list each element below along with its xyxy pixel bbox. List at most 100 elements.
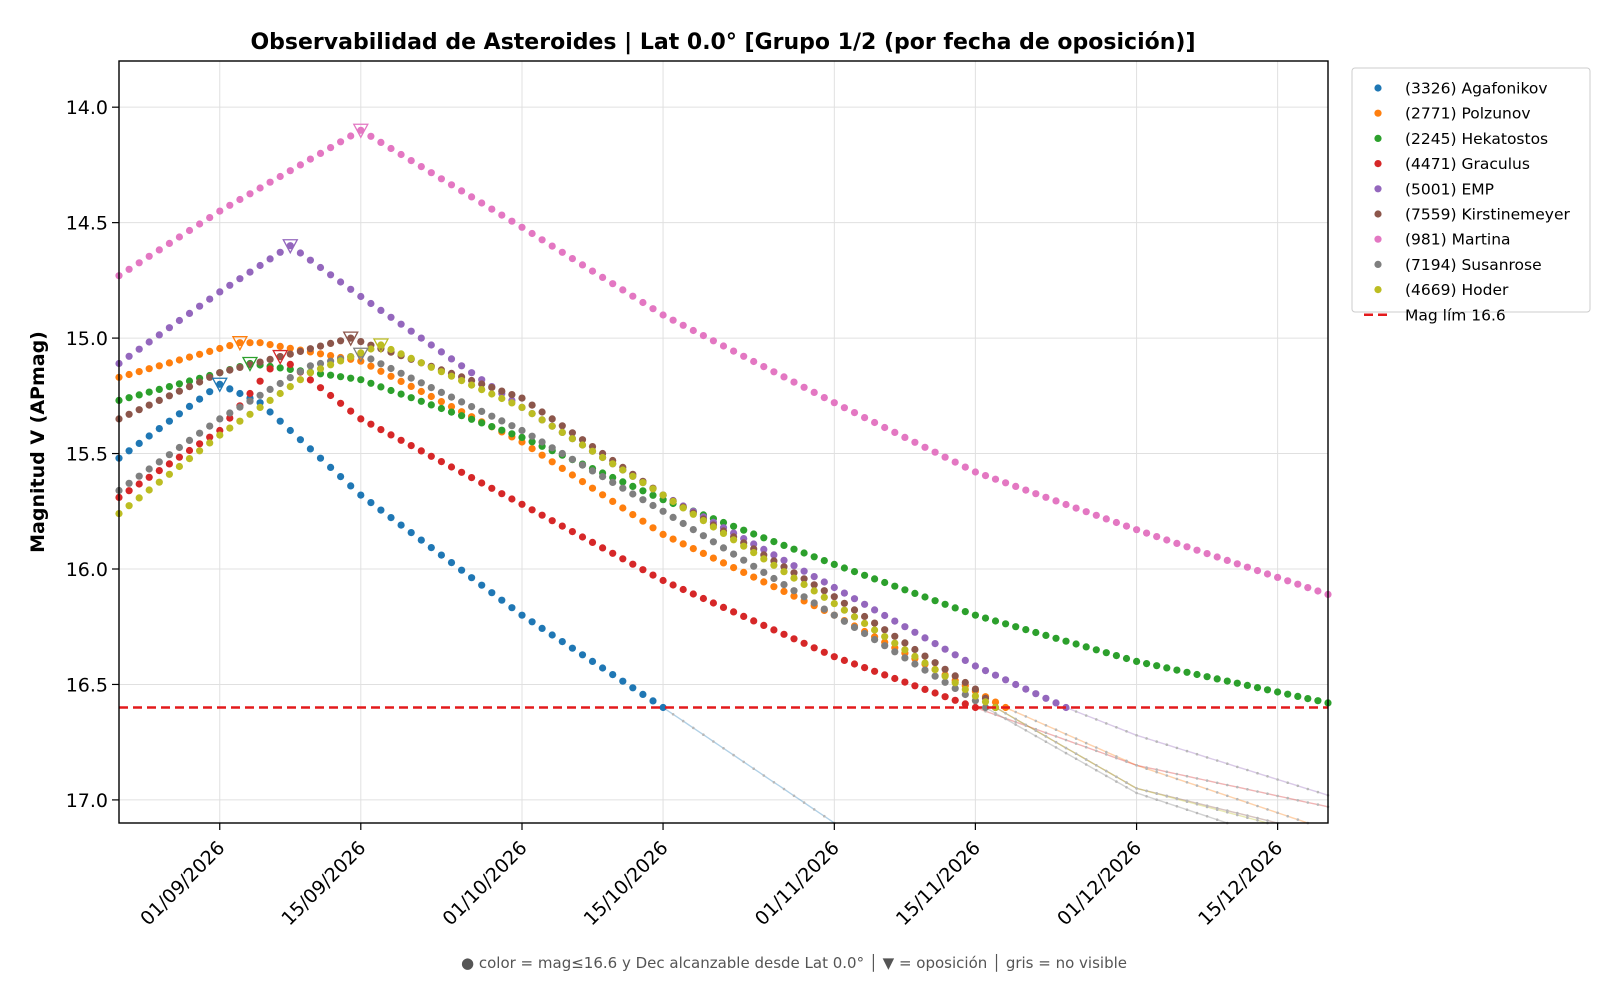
series-point xyxy=(568,435,577,443)
series-point xyxy=(518,394,526,402)
series-point xyxy=(447,463,456,471)
series-point xyxy=(1042,694,1050,702)
series-point xyxy=(548,631,556,639)
grey-point xyxy=(1004,717,1007,721)
series-point xyxy=(437,458,445,466)
series-point xyxy=(558,428,566,436)
series-point xyxy=(458,468,466,476)
legend-marker xyxy=(1374,286,1382,294)
series-point xyxy=(619,677,627,685)
series-point xyxy=(246,339,254,347)
opposition-marker xyxy=(342,331,359,347)
series-point xyxy=(568,429,577,437)
series-point xyxy=(377,341,385,349)
series-point xyxy=(145,473,153,481)
series-point xyxy=(1102,515,1110,523)
series-point xyxy=(387,364,395,373)
series-point xyxy=(961,700,969,708)
series-point xyxy=(236,195,244,204)
legend-label: (7194) Susanrose xyxy=(1405,256,1542,274)
series-point xyxy=(891,617,899,625)
grey-point xyxy=(1316,803,1320,806)
grey-point xyxy=(1266,775,1269,778)
legend-marker xyxy=(1374,160,1382,168)
series-point xyxy=(649,485,657,493)
series-point xyxy=(1294,692,1302,701)
opposition-marker xyxy=(272,349,289,365)
series-point xyxy=(1274,688,1282,696)
series-point xyxy=(296,368,304,376)
series-point xyxy=(790,635,798,643)
series-point xyxy=(357,491,365,499)
series-point xyxy=(679,504,687,512)
series-point xyxy=(578,478,587,486)
series-point xyxy=(669,497,677,506)
series-point xyxy=(327,339,335,347)
series-point xyxy=(730,550,738,558)
series-point xyxy=(387,144,395,153)
series-point xyxy=(810,587,818,595)
series-point xyxy=(327,352,335,360)
series-point xyxy=(659,703,667,712)
series-point xyxy=(1092,511,1100,519)
series-point xyxy=(266,178,274,186)
series-point xyxy=(296,436,304,444)
series-point xyxy=(357,292,365,301)
grey-point xyxy=(1175,797,1179,801)
series-point xyxy=(276,417,284,425)
series-point xyxy=(196,429,204,437)
series-point xyxy=(750,530,758,538)
series-point xyxy=(629,482,637,490)
series-point xyxy=(246,410,254,418)
series-point xyxy=(196,447,204,455)
series-point xyxy=(861,414,869,422)
series-point xyxy=(185,383,194,391)
grey-point xyxy=(1236,785,1239,789)
series-point xyxy=(125,394,133,402)
series-point xyxy=(931,640,939,648)
series-point xyxy=(417,387,425,396)
series-point xyxy=(1022,486,1030,494)
series-point xyxy=(125,370,133,379)
series-point xyxy=(1173,539,1181,548)
series-point xyxy=(175,410,183,418)
series-point xyxy=(236,275,244,283)
series-point xyxy=(135,259,143,267)
series-point xyxy=(347,285,355,293)
grey-point xyxy=(1185,781,1189,784)
series-point xyxy=(840,656,849,665)
series-point xyxy=(508,217,516,225)
series-point xyxy=(629,560,637,568)
series-point xyxy=(639,496,647,504)
series-point xyxy=(931,448,939,456)
series-point xyxy=(931,666,939,674)
series-point xyxy=(861,600,869,608)
series-point xyxy=(387,431,395,439)
legend-items: (3326) Agafonikov (2771) Polzunov (2245) H… xyxy=(1364,80,1570,324)
series-point xyxy=(861,619,869,628)
series-point xyxy=(377,367,385,375)
grey-point xyxy=(1054,746,1058,749)
series-point xyxy=(760,568,768,577)
series-point xyxy=(951,651,959,659)
series-point xyxy=(286,344,294,352)
series-point xyxy=(750,617,758,625)
series-point xyxy=(266,255,274,263)
series-point xyxy=(770,574,778,583)
legend-marker xyxy=(1374,109,1382,117)
legend-label: (4669) Hoder xyxy=(1405,281,1509,299)
series-point xyxy=(1243,681,1251,690)
series-point xyxy=(468,403,476,411)
series-point xyxy=(740,526,748,534)
series-point xyxy=(830,600,838,608)
series-point xyxy=(528,229,536,238)
grey-point xyxy=(1084,745,1088,749)
series-point xyxy=(1092,646,1100,654)
series-point xyxy=(528,432,536,440)
series-point xyxy=(165,359,173,367)
grey-point xyxy=(1205,779,1209,782)
series-point xyxy=(719,603,728,612)
grey-point xyxy=(1175,746,1179,750)
series-point xyxy=(387,345,395,354)
series-point xyxy=(740,542,748,550)
